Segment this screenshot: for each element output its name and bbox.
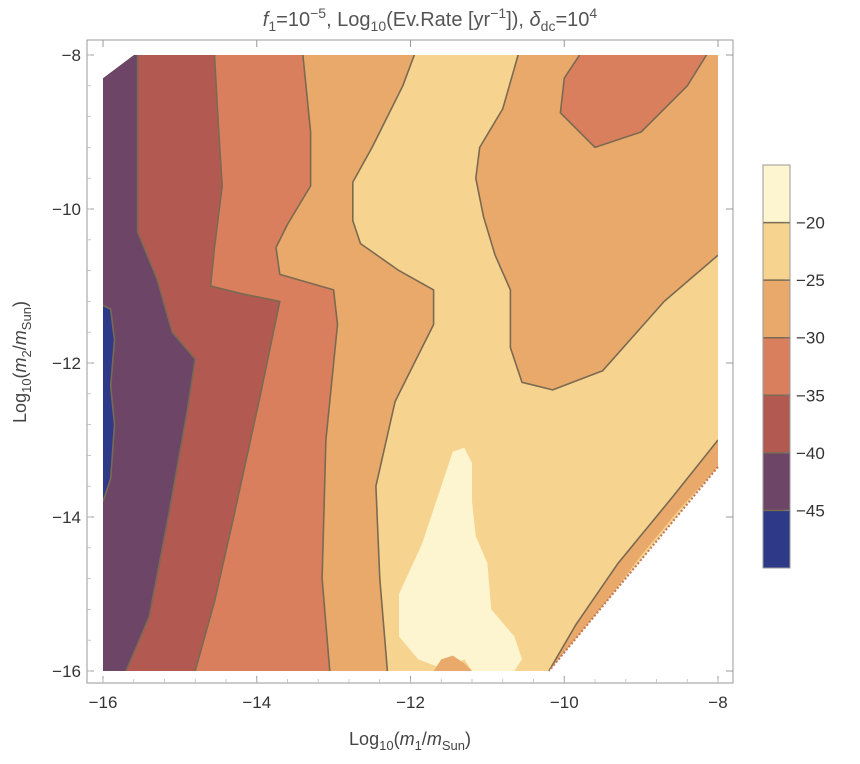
x-axis-label-text: Log10(m1/mSun) [349,729,471,753]
colorbar-band [763,165,790,223]
colorbar-band [763,337,790,396]
colorbar-frame [762,164,791,569]
dotted-edge [548,466,719,672]
colorbar-band [763,280,790,338]
colorbar-band [763,222,790,281]
x-tick-label: −8 [708,693,727,712]
x-tick-label: −10 [550,693,579,712]
contour-region-0 [103,55,196,671]
contour-region-5 [475,55,718,390]
colorbar-band [763,452,790,511]
y-tick-label: −10 [52,200,81,219]
contour-line-5 [474,55,718,391]
colorbar-label: −35 [796,386,825,405]
x-tick-label: −16 [89,693,118,712]
y-axis-label: Log10(m2/mSun) [10,301,34,423]
colorbar-label: −20 [796,214,825,233]
chart-title: f1=10−5, Log10(Ev.Rate [yr−1]), δdc=104 [263,5,598,34]
y-axis: −8 −10 −12 −14 −16 [52,46,733,681]
y-tick-label: −16 [52,662,81,681]
y-tick-label: −8 [62,46,81,65]
colorbar-band [763,395,790,453]
x-axis: −16 −14 −12 −10 −8 [89,40,728,712]
contour-region-4 [276,55,434,671]
contour-region-9 [433,655,472,671]
contour-region-1 [103,305,115,502]
contour-region-7 [560,55,707,148]
colorbar-label: −30 [796,329,825,348]
colorbar-label: −45 [796,501,825,520]
contour-line-2 [194,55,281,671]
contour-line-6 [548,439,718,671]
contour-region-3 [195,55,338,671]
colorbar: −20 −25 −30 −35 −40 −45 [762,164,825,569]
contour-region-6 [548,440,718,671]
colorbar-label: −40 [796,444,825,463]
contour-region-8 [399,447,522,671]
y-tick-label: −14 [52,508,81,527]
contour-line-3 [275,55,339,671]
colorbar-band [763,510,790,568]
x-tick-label: −14 [242,693,271,712]
contour-line-0 [103,304,116,502]
contour-line-4 [351,55,435,671]
colorbar-label: −25 [796,271,825,290]
x-axis-label: Log10(m1/mSun) [349,729,471,753]
y-axis-label-text: Log10(m2/mSun) [10,301,34,423]
chart-title-text: f1=10−5, Log10(Ev.Rate [yr−1]), δdc=104 [263,5,598,34]
x-tick-label: −12 [396,693,425,712]
contour-region-2 [126,55,280,671]
plot-area [103,55,719,672]
y-tick-label: −12 [52,354,81,373]
contour-line-7 [559,55,708,149]
contour-line-1 [125,55,196,671]
